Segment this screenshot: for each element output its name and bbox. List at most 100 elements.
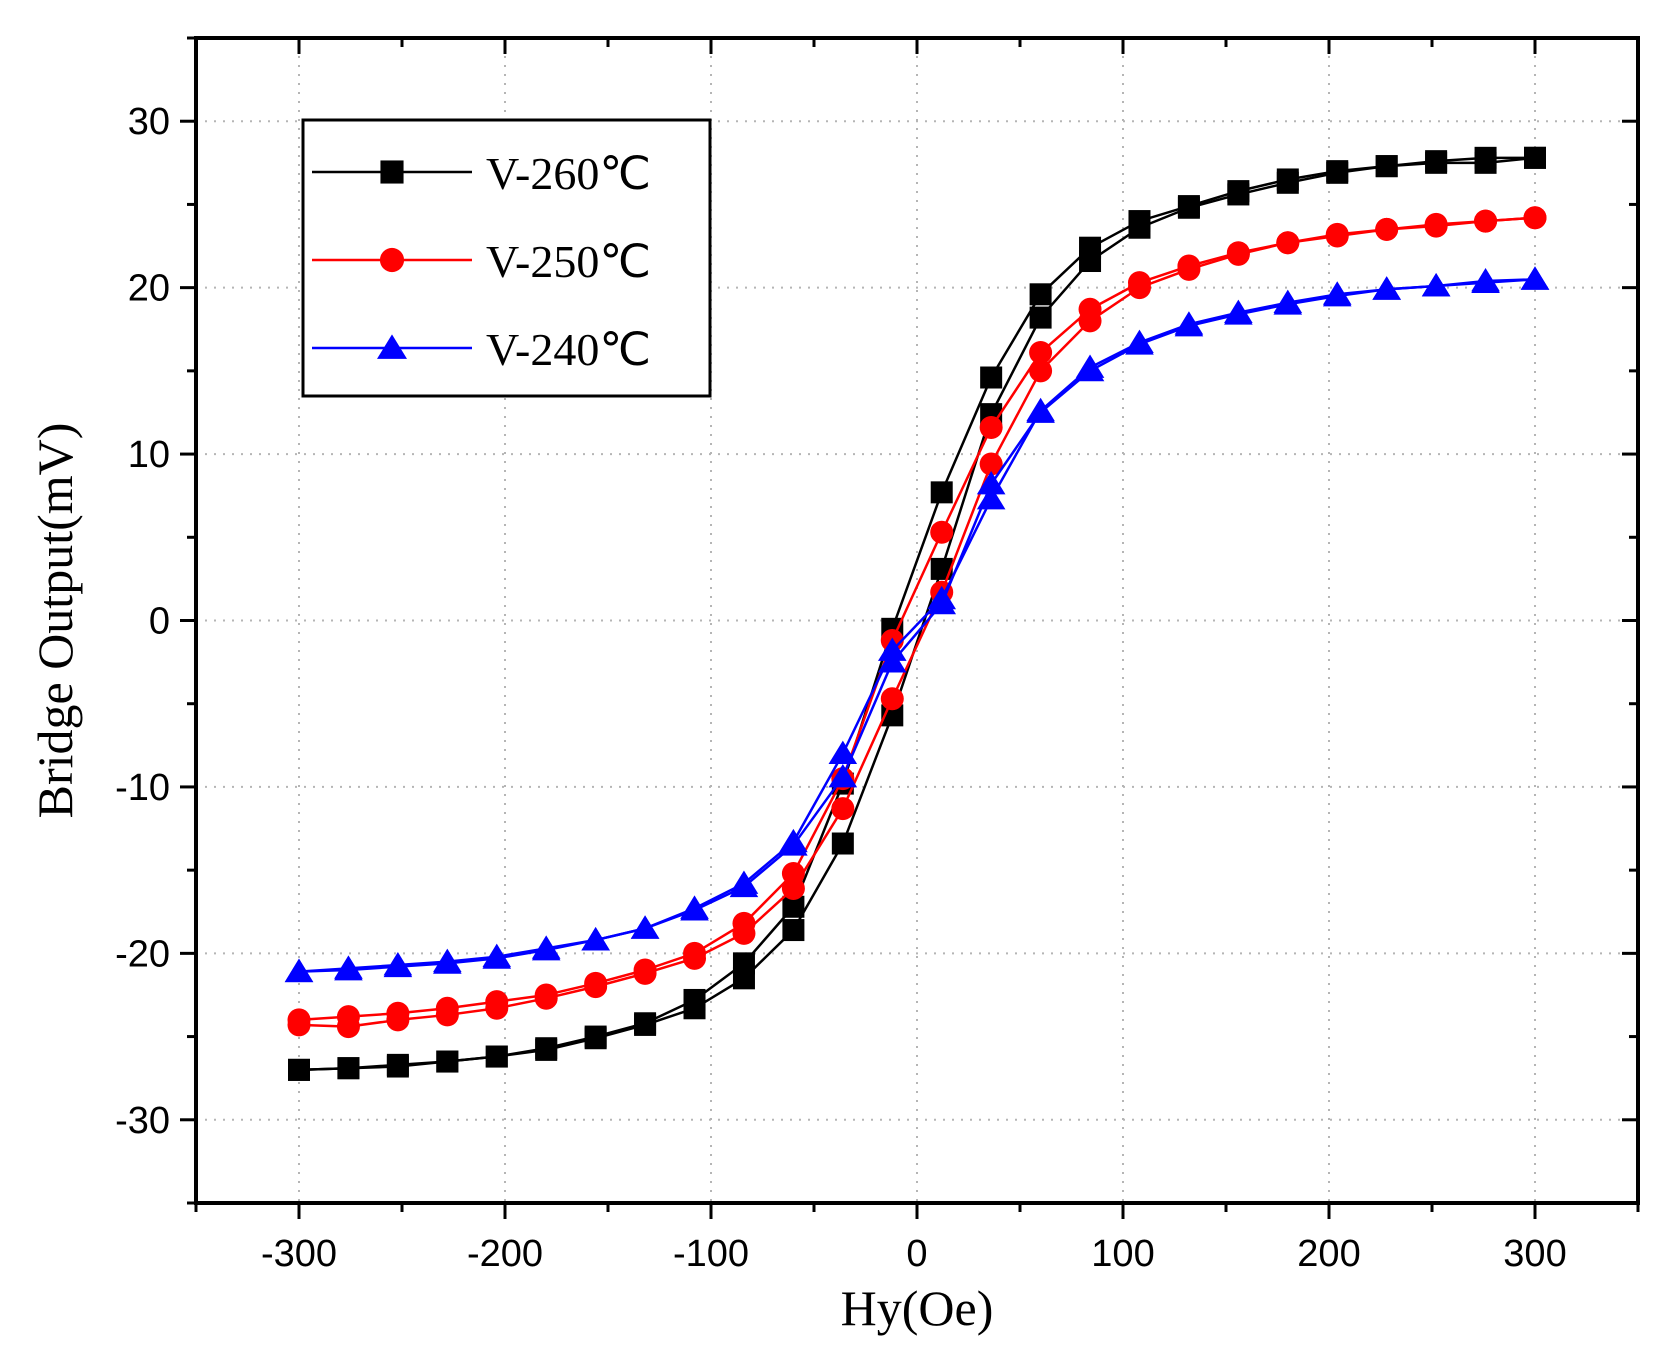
marker-square (732, 967, 755, 990)
marker-circle (1078, 309, 1102, 333)
marker-square (1128, 216, 1151, 239)
y-tick-label: -10 (115, 767, 170, 809)
marker-circle (1523, 206, 1547, 230)
legend-item: V-250℃ (312, 236, 651, 287)
marker-circle (336, 1015, 360, 1039)
marker-square (380, 160, 404, 184)
marker-triangle (729, 873, 759, 898)
marker-circle (683, 946, 707, 970)
marker-square (1474, 151, 1497, 174)
marker-triangle (482, 945, 512, 969)
marker-circle (287, 1013, 311, 1037)
marker-square (1227, 183, 1250, 206)
marker-triangle (779, 832, 808, 856)
marker-circle (1276, 231, 1300, 255)
y-tick-label: 0 (149, 601, 170, 643)
series-3 (284, 266, 1550, 983)
marker-triangle (1125, 331, 1154, 355)
legend-item: V-240℃ (312, 324, 651, 375)
marker-square (1079, 250, 1102, 273)
marker-circle (386, 1008, 410, 1032)
marker-circle (979, 415, 1003, 439)
marker-square (831, 832, 854, 855)
x-tick-label: -300 (261, 1233, 337, 1275)
legend-label: V-260℃ (486, 148, 651, 199)
y-tick-label: -20 (115, 933, 170, 975)
marker-circle (732, 921, 756, 945)
grid (196, 38, 1638, 1203)
marker-triangle (334, 957, 363, 981)
marker-triangle (1372, 276, 1401, 300)
marker-circle (435, 1003, 459, 1027)
marker-square (288, 1058, 310, 1081)
legend-label: V-240℃ (486, 324, 651, 375)
marker-square (1276, 171, 1299, 194)
marker-triangle (1174, 312, 1204, 337)
x-tick-label: 0 (906, 1233, 927, 1275)
marker-square (782, 895, 805, 918)
legend: V-260℃ V-250℃ V-240℃ (301, 118, 712, 398)
marker-circle (1325, 224, 1349, 248)
marker-triangle (630, 915, 660, 939)
series-layer (284, 146, 1550, 1081)
marker-triangle (1520, 266, 1550, 290)
marker-triangle (581, 927, 610, 951)
y-tick-label: -30 (115, 1100, 170, 1142)
marker-triangle (1224, 301, 1253, 325)
marker-square (1177, 196, 1200, 219)
marker-triangle (531, 937, 561, 961)
marker-circle (1127, 276, 1151, 300)
marker-circle (1474, 209, 1498, 233)
x-tick-label: 200 (1297, 1233, 1360, 1275)
marker-square (386, 1055, 409, 1078)
marker-circle (1424, 214, 1448, 238)
marker-circle (930, 520, 954, 544)
marker-square (485, 1045, 508, 1068)
marker-circle (633, 961, 657, 985)
marker-circle (379, 247, 405, 273)
marker-square (535, 1038, 558, 1061)
ticks (180, 36, 1640, 1219)
marker-square (634, 1013, 657, 1036)
marker-square (1029, 306, 1052, 329)
legend-item: V-260℃ (312, 148, 651, 199)
marker-square (337, 1057, 360, 1080)
marker-square (980, 366, 1003, 389)
marker-circle (781, 876, 805, 900)
marker-triangle (927, 590, 957, 615)
marker-square (683, 997, 706, 1020)
marker-circle (1029, 341, 1053, 365)
x-tick-label: 100 (1091, 1233, 1154, 1275)
marker-circle (1375, 217, 1399, 241)
legend-label: V-250℃ (486, 236, 651, 287)
marker-triangle (376, 334, 408, 359)
marker-circle (979, 452, 1003, 476)
x-tick-label: 300 (1503, 1233, 1566, 1275)
legend-box (301, 118, 712, 398)
marker-triangle (1075, 357, 1105, 382)
y-tick-label: 30 (128, 101, 170, 143)
marker-circle (584, 975, 608, 999)
marker-square (584, 1027, 607, 1050)
x-axis-title: Hy(Oe) (841, 1280, 994, 1336)
marker-circle (534, 986, 558, 1010)
marker-square (930, 557, 953, 580)
marker-triangle (976, 486, 1006, 510)
marker-circle (831, 797, 855, 821)
series-2 (287, 206, 1547, 1039)
marker-triangle (1421, 272, 1451, 297)
marker-square (1029, 283, 1052, 306)
marker-square (930, 481, 953, 504)
legend-items: V-260℃ V-250℃ V-240℃ (312, 148, 651, 375)
y-axis-title: Bridge Output(mV) (27, 423, 83, 819)
marker-square (1375, 155, 1398, 178)
marker-square (436, 1050, 459, 1073)
marker-circle (1226, 242, 1250, 266)
y-tick-label: 10 (128, 434, 170, 476)
marker-triangle (383, 953, 413, 978)
x-tick-label: -200 (467, 1233, 543, 1275)
marker-square (1326, 161, 1349, 184)
x-tick-label: -100 (673, 1233, 749, 1275)
marker-triangle (1471, 269, 1500, 294)
